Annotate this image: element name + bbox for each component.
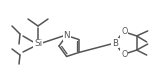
Text: N: N xyxy=(63,31,70,40)
Text: O: O xyxy=(121,50,128,59)
Text: B: B xyxy=(112,39,118,48)
Text: O: O xyxy=(121,27,128,36)
Text: Si: Si xyxy=(34,39,42,49)
